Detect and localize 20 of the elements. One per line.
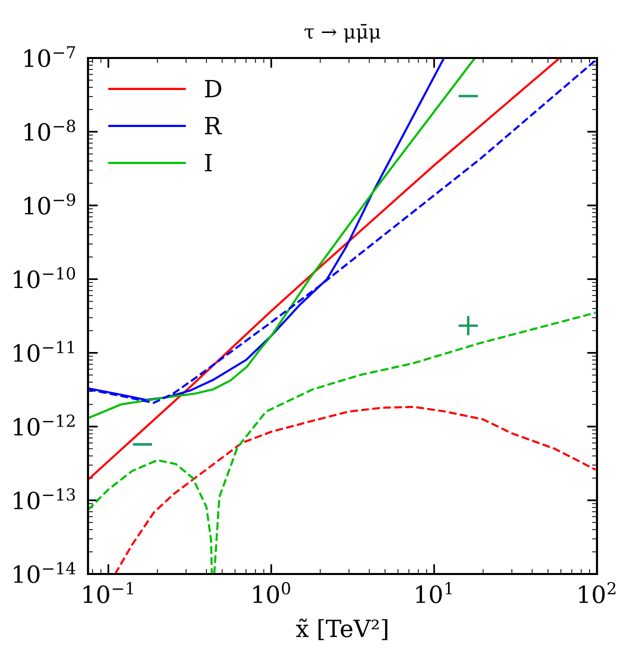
chart-title: τ → μμ̄μ [304, 24, 380, 43]
y-tick-label: 10$^{−10}$ [14, 267, 76, 288]
x-tick-label: 10$^{0}$ [253, 582, 290, 604]
annotation: + [458, 316, 478, 336]
y-tick-label: 10$^{−8}$ [24, 120, 76, 141]
x-axis-title: x̃ [TeV²] [296, 618, 388, 640]
x-tick-label: 10$^{2}$ [579, 582, 616, 604]
x-tick-label: 10$^{−1}$ [84, 582, 133, 604]
y-tick-label: 10$^{−9}$ [24, 193, 76, 215]
legend-label: D [204, 80, 222, 98]
y-tick-label: 10$^{−11}$ [14, 340, 74, 362]
y-tick-label: 10$^{−14}$ [14, 562, 76, 584]
x-tick-label: 10$^{1}$ [416, 582, 452, 604]
y-tick-label: 10$^{−12}$ [14, 414, 75, 436]
annotation: − [458, 94, 478, 98]
y-tick-label: 10$^{−7}$ [24, 46, 76, 68]
y-tick-label: 10$^{−13}$ [14, 488, 75, 510]
annotation: − [132, 443, 152, 446]
legend-label: I [204, 154, 212, 172]
legend-label: R [204, 116, 222, 134]
